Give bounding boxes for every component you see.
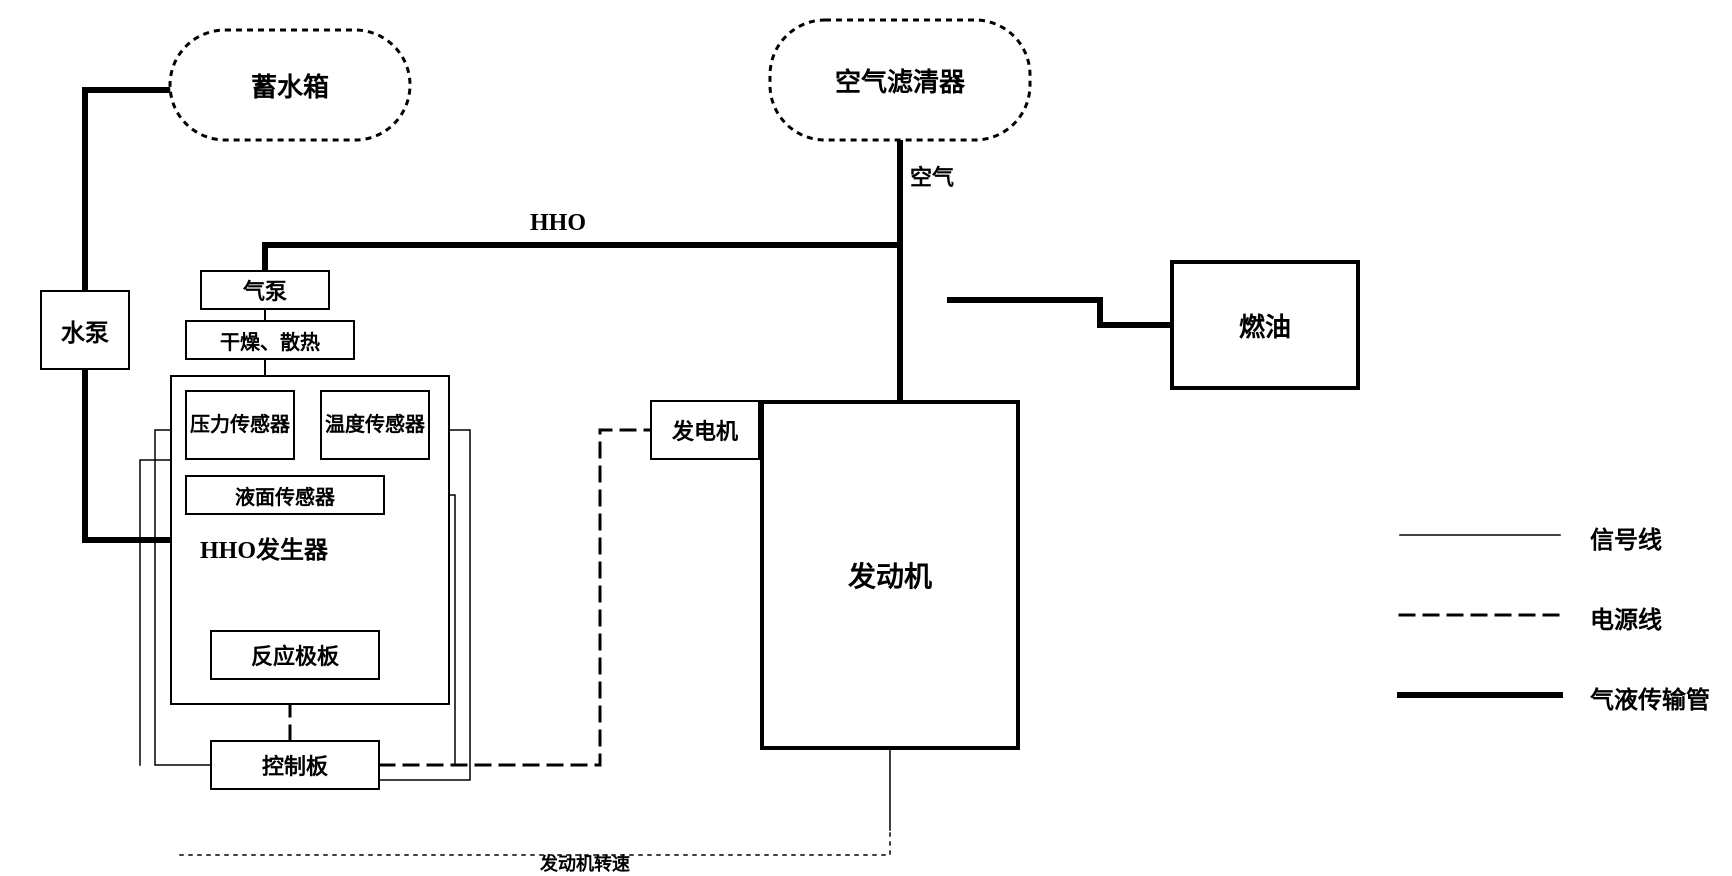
water_pump: 水泵 — [40, 290, 130, 370]
dry_cool: 干燥、散热 — [185, 320, 355, 360]
hho-gen-label: HHO发生器 — [200, 530, 328, 565]
hho-label: HHO — [530, 210, 586, 237]
legend-power: 电源线 — [1590, 600, 1662, 635]
fuel: 燃油 — [1170, 260, 1360, 390]
ctrl_board: 控制板 — [210, 740, 380, 790]
temp_sens: 温度传感器 — [320, 390, 430, 460]
react_plate: 反应极板 — [210, 630, 380, 680]
engine: 发动机 — [760, 400, 1020, 750]
air_filter-label: 空气滤清器 — [770, 20, 1030, 140]
generator: 发电机 — [650, 400, 760, 460]
air_pump: 气泵 — [200, 270, 330, 310]
air-label: 空气 — [910, 160, 954, 192]
legend-signal: 信号线 — [1590, 520, 1662, 555]
rpm-label: 发动机转速 — [540, 850, 630, 876]
press_sens: 压力传感器 — [185, 390, 295, 460]
legend-pipe: 气液传输管 — [1590, 680, 1710, 715]
water_tank-label: 蓄水箱 — [170, 30, 410, 140]
level_sens: 液面传感器 — [185, 475, 385, 515]
